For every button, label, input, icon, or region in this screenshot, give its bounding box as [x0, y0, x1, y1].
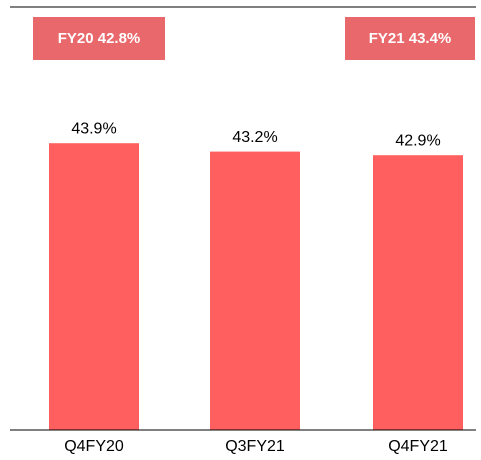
x-tick-label: Q4FY21	[388, 438, 448, 455]
annotation: FY20 42.8%	[58, 30, 141, 47]
annotation-box	[33, 17, 165, 60]
bar	[373, 155, 463, 430]
x-tick-label: Q3FY21	[225, 438, 285, 455]
value-label: 42.9%	[395, 132, 440, 149]
annotation: FY21 43.4%	[369, 30, 452, 47]
bar	[210, 151, 300, 430]
bar	[49, 143, 139, 430]
value-label: 43.2%	[232, 129, 277, 146]
value-label: 43.9%	[71, 120, 116, 137]
annotation-box	[345, 17, 475, 60]
x-tick-label: Q4FY20	[64, 438, 124, 455]
